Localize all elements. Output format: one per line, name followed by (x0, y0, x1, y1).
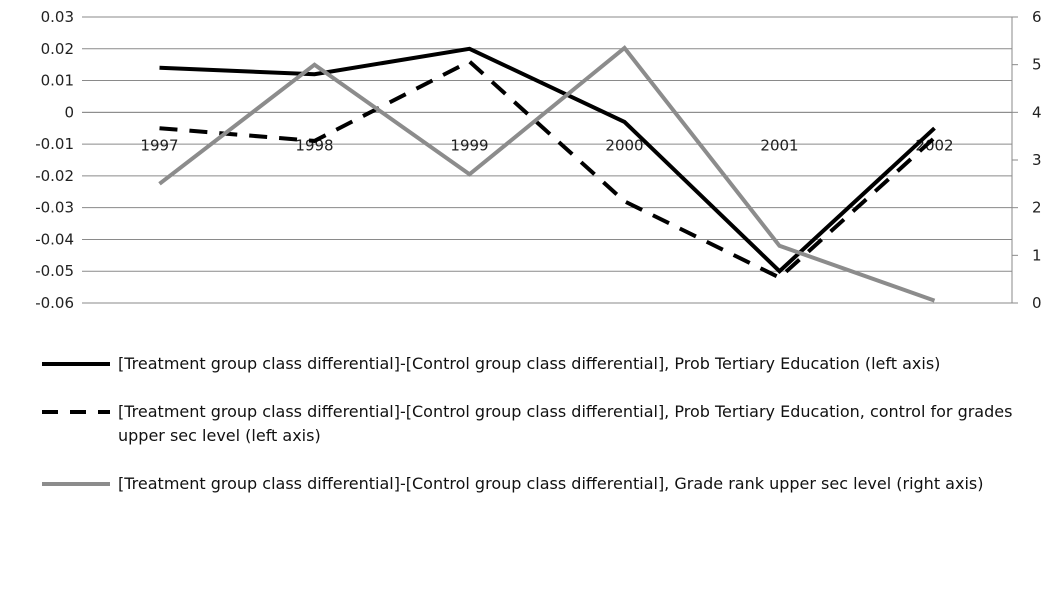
legend-swatch-solid-black (42, 362, 110, 366)
gridlines (82, 16, 1018, 304)
right-tick-label: 2 (1032, 199, 1042, 217)
category-tick-label: 1998 (295, 136, 333, 154)
left-tick-label: -0.05 (35, 262, 74, 280)
left-tick-label: 0.03 (41, 8, 74, 26)
left-tick-label: -0.06 (35, 294, 74, 312)
legend-label-3: [Treatment group class differential]-[Co… (118, 474, 984, 493)
category-tick-label: 2001 (760, 136, 798, 154)
series-line-1 (159, 46, 936, 274)
left-tick-label: -0.04 (35, 230, 74, 248)
right-tick-label: 5 (1032, 56, 1042, 74)
legend-swatch-solid-gray (42, 482, 110, 486)
category-tick-label: 1999 (450, 136, 488, 154)
left-tick-label: 0.02 (41, 40, 74, 58)
right-tick-label: 4 (1032, 103, 1042, 121)
category-tick-label: 1997 (140, 136, 178, 154)
right-tick-label: 0 (1032, 294, 1042, 312)
left-tick-label: 0.01 (41, 72, 74, 90)
legend-label-2: [Treatment group class differential]-[Co… (118, 402, 1013, 445)
left-tick-label: -0.01 (35, 135, 74, 153)
series-line-2 (159, 59, 936, 280)
legend-swatch-dashed-black (42, 410, 110, 414)
legend-item-3: [Treatment group class differential]-[Co… (40, 472, 1040, 496)
series-line-3 (158, 45, 936, 303)
legend-item-1: [Treatment group class differential]-[Co… (40, 352, 1040, 376)
category-tick-label: 2002 (915, 136, 953, 154)
right-tick-label: 6 (1032, 8, 1042, 26)
right-tick-label: 3 (1032, 151, 1042, 169)
legend: [Treatment group class differential]-[Co… (40, 352, 1040, 520)
left-tick-label: 0 (64, 103, 74, 121)
left-tick-label: -0.02 (35, 167, 74, 185)
chart: 0.03 0.02 0.01 0 -0.01 -0.02 -0.03 -0.04 -0.05 -0… (35, 8, 1042, 312)
series-lines (158, 45, 936, 303)
right-axis-ticks: 6 5 4 3 2 1 0 (1032, 8, 1042, 312)
right-tick-label: 1 (1032, 246, 1042, 264)
legend-item-2: [Treatment group class differential]-[Co… (40, 400, 1040, 448)
legend-label-1: [Treatment group class differential]-[Co… (118, 354, 941, 373)
category-tick-label: 2000 (605, 136, 643, 154)
category-axis-ticks: 1997 1998 1999 2000 2001 2002 (140, 136, 953, 154)
left-tick-label: -0.03 (35, 199, 74, 217)
left-axis-ticks: 0.03 0.02 0.01 0 -0.01 -0.02 -0.03 -0.04 -0.05 -0… (35, 8, 74, 312)
